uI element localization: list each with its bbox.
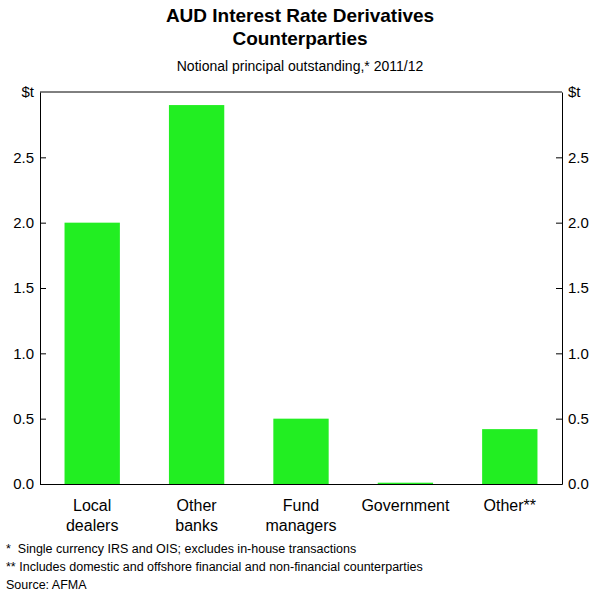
tick: 0.0 bbox=[13, 475, 46, 492]
tick-label: Local dealers bbox=[66, 497, 118, 534]
title: AUD Interest Rate Derivatives bbox=[166, 5, 434, 26]
tick-mark bbox=[40, 419, 46, 420]
tick: Government bbox=[361, 484, 450, 514]
tick-label: 0.5 bbox=[568, 410, 589, 427]
tick-label: Government bbox=[361, 497, 450, 514]
tick-mark bbox=[40, 288, 46, 289]
y-axis-label: $t bbox=[21, 83, 34, 100]
tick-label: 2.0 bbox=[13, 214, 34, 231]
y-axis-label-right: $t bbox=[568, 83, 581, 100]
tick: 1.5 bbox=[13, 279, 46, 296]
tick-mark bbox=[40, 223, 46, 224]
tick-label: 0.5 bbox=[13, 410, 34, 427]
tick-mark bbox=[556, 288, 562, 289]
bar bbox=[482, 429, 537, 484]
title: Counterparties bbox=[232, 28, 367, 49]
tick: Local dealers bbox=[66, 484, 118, 534]
tick-label-line: Fund bbox=[283, 497, 319, 514]
bar bbox=[273, 419, 328, 484]
bar bbox=[378, 483, 433, 484]
tick-label: 1.5 bbox=[568, 279, 589, 296]
tick-mark bbox=[556, 223, 562, 224]
tick: 1.0 bbox=[556, 345, 589, 362]
tick: 1.0 bbox=[13, 345, 46, 362]
tick-label: Other banks bbox=[175, 497, 218, 534]
tick-mark bbox=[40, 353, 46, 354]
tick-label-line: Government bbox=[361, 497, 450, 514]
tick-label-line: managers bbox=[265, 517, 336, 534]
y-axis-right: 0.0 0.5 1.0 1.5 2.0 2.5 bbox=[556, 93, 589, 493]
tick: 0.5 bbox=[13, 410, 46, 427]
tick-label: Other** bbox=[484, 497, 536, 514]
tick: 2.5 bbox=[556, 149, 589, 166]
x-axis: Local dealers Other banks Fund managers Govern… bbox=[41, 484, 563, 534]
tick-mark bbox=[556, 353, 562, 354]
tick-label: 2.5 bbox=[568, 149, 589, 166]
note: Source: AFMA bbox=[6, 578, 87, 592]
tick-label: 0.0 bbox=[568, 475, 589, 492]
tick-label-line: banks bbox=[175, 517, 218, 534]
plot-frame bbox=[40, 92, 562, 93]
subtitle: Notional principal outstanding,* 2011/12 bbox=[177, 58, 424, 74]
note: * Single currency IRS and OIS; excludes … bbox=[6, 542, 356, 556]
axis-line bbox=[41, 484, 563, 485]
tick: 2.0 bbox=[556, 214, 589, 231]
tick: 0.5 bbox=[556, 410, 589, 427]
tick-label-line: Other** bbox=[484, 497, 536, 514]
tick: 1.5 bbox=[556, 279, 589, 296]
axis-line bbox=[562, 93, 563, 485]
tick-mark bbox=[556, 419, 562, 420]
tick-label-line: dealers bbox=[66, 517, 118, 534]
note: ** Includes domestic and offshore financ… bbox=[6, 560, 423, 574]
tick-label: Fund managers bbox=[265, 497, 336, 534]
tick-label-line: Local bbox=[73, 497, 111, 514]
tick-label: 1.5 bbox=[13, 279, 34, 296]
tick-label: 1.0 bbox=[13, 345, 34, 362]
tick: 2.5 bbox=[13, 149, 46, 166]
bar bbox=[65, 223, 120, 484]
tick: 0.0 bbox=[556, 475, 589, 492]
tick-label-line: Other bbox=[177, 497, 218, 514]
tick-label: 2.5 bbox=[13, 149, 34, 166]
tick-label: 1.0 bbox=[568, 345, 589, 362]
tick: Other banks bbox=[175, 484, 218, 534]
tick-label: 0.0 bbox=[13, 475, 34, 492]
y-axis: 0.0 0.5 1.0 1.5 2.0 2.5 bbox=[13, 93, 46, 493]
tick: Other** bbox=[484, 484, 536, 514]
bars bbox=[65, 105, 538, 484]
tick-mark bbox=[556, 157, 562, 158]
tick-mark bbox=[40, 157, 46, 158]
tick-label: 2.0 bbox=[568, 214, 589, 231]
bar bbox=[169, 105, 224, 484]
tick: 2.0 bbox=[13, 214, 46, 231]
chart: AUD Interest Rate DerivativesCounterpart… bbox=[0, 0, 600, 592]
tick: Fund managers bbox=[265, 484, 336, 534]
